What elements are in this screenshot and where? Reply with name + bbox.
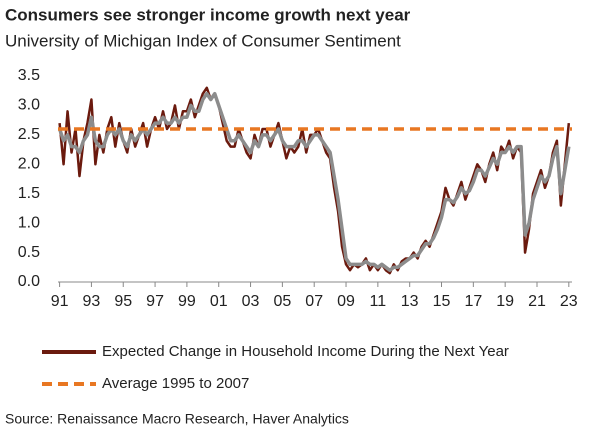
x-tick-label: 09	[337, 293, 355, 310]
x-tick-label: 15	[433, 293, 451, 310]
x-tick-label: 99	[178, 293, 196, 310]
series-line	[58, 86, 571, 275]
y-tick-label: 2.0	[18, 156, 40, 173]
x-tick-label: 19	[496, 293, 514, 310]
y-tick-label: 3.5	[18, 67, 40, 84]
source-note: Source: Renaissance Macro Research, Have…	[5, 411, 349, 427]
y-tick-label: 2.5	[18, 126, 40, 143]
x-tick-label: 13	[401, 293, 419, 310]
x-tick-label: 97	[146, 293, 164, 310]
x-tick-label: 11	[370, 293, 387, 310]
y-tick-label: 1.0	[18, 214, 40, 231]
y-tick-label: 1.5	[18, 185, 40, 202]
series-line	[57, 91, 571, 272]
y-tick-label: 0.0	[18, 273, 40, 290]
chart-title: Consumers see stronger income growth nex…	[5, 5, 411, 24]
y-tick-label: 3.0	[18, 97, 40, 114]
x-tick-label: 23	[560, 293, 578, 310]
legend-label: Average 1995 to 2007	[102, 375, 249, 392]
x-tick-label: 01	[210, 293, 228, 310]
x-tick-label: 93	[83, 293, 101, 310]
x-tick-label: 91	[51, 293, 69, 310]
x-tick-label: 21	[528, 293, 546, 310]
x-tick-label: 05	[273, 293, 291, 310]
x-tick-label: 17	[464, 293, 482, 310]
x-tick-label: 95	[114, 293, 132, 310]
x-tick-label: 07	[305, 293, 323, 310]
legend-label: Expected Change in Household Income Duri…	[102, 343, 509, 360]
y-tick-label: 0.5	[18, 244, 40, 261]
x-tick-label: 03	[242, 293, 260, 310]
chart-subtitle: University of Michigan Index of Consumer…	[5, 31, 401, 50]
